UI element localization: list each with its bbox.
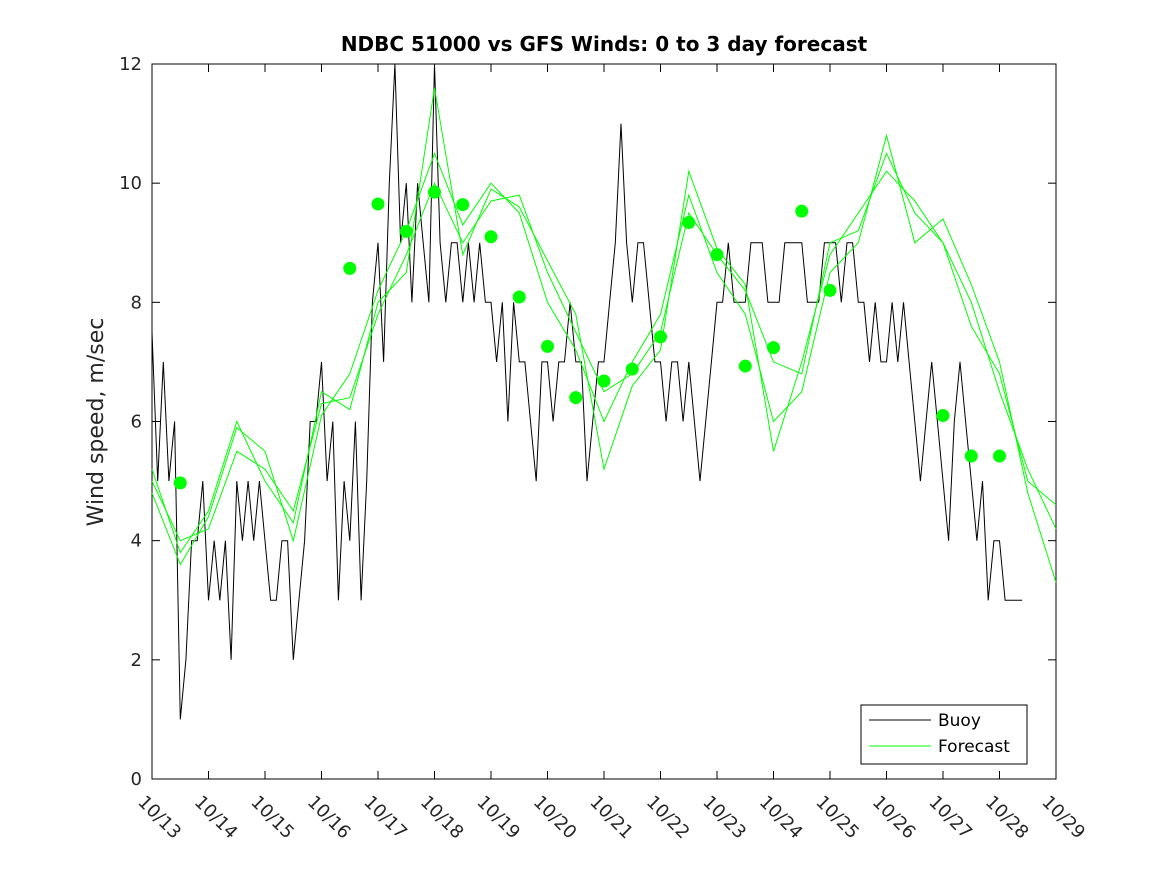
series-line-forecast [151,87,1057,554]
data-layer [151,63,1057,720]
x-tick-label: 10/22 [642,792,694,844]
x-tick-label: 10/13 [133,792,185,844]
forecast-marker [823,283,837,297]
forecast-marker [767,341,780,355]
forecast-marker [738,359,752,373]
forecast-marker [343,261,357,275]
x-tick-label: 10/14 [190,792,242,844]
forecast-marker [597,374,611,388]
forecast-marker [682,215,696,229]
y-tick-label: 4 [131,531,142,552]
forecast-marker [428,185,441,199]
x-tick-label: 10/23 [698,792,750,844]
legend: Buoy Forecast [860,704,1028,765]
forecast-marker [541,339,554,353]
x-tick-label: 10/27 [924,792,976,844]
forecast-marker [964,449,978,463]
x-tick-label: 10/19 [472,792,524,844]
y-tick-label: 10 [119,173,142,194]
chart-title: NDBC 51000 vs GFS Winds: 0 to 3 day fore… [341,32,868,56]
forecast-marker [993,449,1006,463]
forecast-marker [710,248,724,262]
x-tick-label: 10/29 [1037,792,1089,844]
x-tick-label: 10/18 [416,792,468,844]
forecast-marker [399,224,413,238]
forecast-marker [795,204,809,218]
forecast-marker [936,409,950,423]
y-tick-label: 0 [131,769,142,790]
y-tick-label: 2 [131,650,142,671]
legend-forecast-label: Forecast [938,737,1010,757]
x-tick-label: 10/21 [585,792,637,844]
legend-buoy-label: Buoy [938,711,981,731]
y-tick-label: 8 [131,292,142,313]
x-tick-label: 10/26 [868,792,920,844]
forecast-marker [371,197,385,211]
forecast-marker [512,290,526,304]
forecast-marker [654,330,667,344]
forecast-marker [173,476,187,490]
forecast-marker [625,362,639,376]
x-tick-label: 10/20 [529,792,581,844]
x-tick-label: 10/28 [981,792,1033,844]
y-tick-label: 12 [119,54,142,75]
x-tick-label: 10/17 [359,792,411,844]
x-tick-label: 10/15 [246,792,298,844]
series-line-buoy [151,63,1023,720]
forecast-marker [456,198,470,212]
series-line-forecast [151,152,1057,542]
x-tick-label: 10/25 [811,792,863,844]
x-tick-label: 10/16 [303,792,355,844]
forecast-marker [484,230,498,244]
y-axis-label: Wind speed, m/sec [84,318,109,527]
series-line-forecast [151,133,1057,583]
y-tick-label: 6 [131,412,142,433]
x-tick-label: 10/24 [755,792,807,844]
forecast-marker [569,391,583,405]
legend-box [860,704,1028,765]
